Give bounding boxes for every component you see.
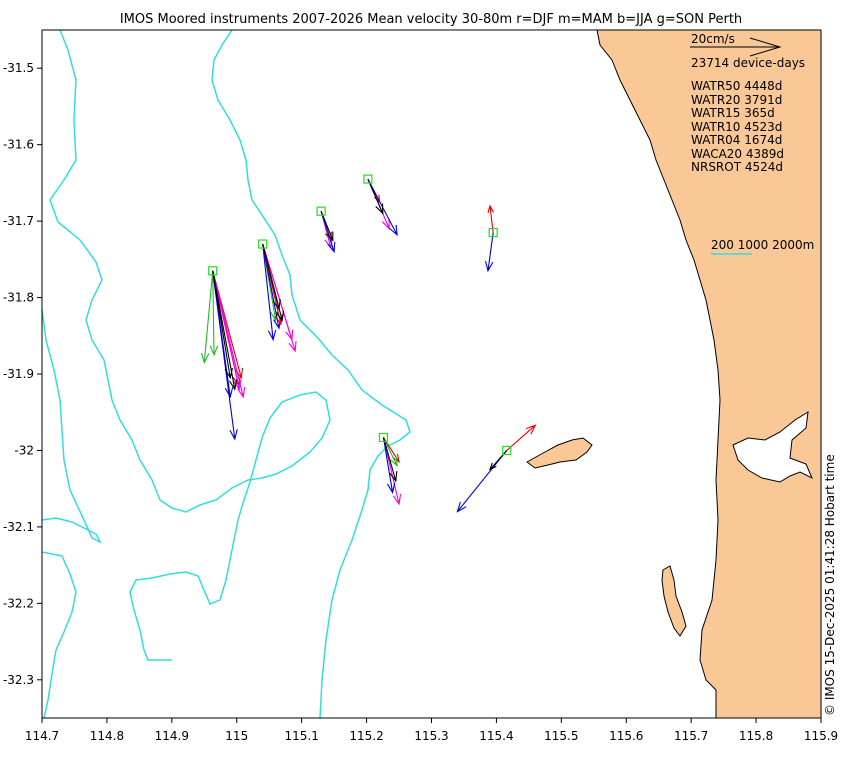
isobath-200m [211, 29, 411, 719]
y-tick-label: -31.9 [3, 367, 34, 381]
mooring-site-marker [363, 174, 373, 184]
credit-text: © IMOS 15-Dec-2025 01:41:28 Hobart time [823, 454, 837, 716]
velocity-arrow-jja [382, 437, 396, 494]
y-tick-label: -32.3 [3, 673, 34, 687]
swan-estuary [732, 411, 813, 483]
mooring-site-marker [258, 239, 268, 249]
x-tick-label: 115.5 [544, 729, 578, 743]
x-tick-label: 115.4 [479, 729, 513, 743]
velocity-arrow-annual [488, 450, 508, 471]
legend-entry: WATR20 3791d [691, 93, 782, 107]
rottnest-island [526, 437, 593, 469]
scale-arrow-head [749, 37, 782, 57]
legend-entry: WATR50 4448d [691, 79, 782, 93]
velocity-arrow-djf [506, 424, 537, 451]
y-tick-label: -31.8 [3, 291, 34, 305]
x-tick-label: 114.9 [155, 729, 189, 743]
mooring-site-marker [208, 266, 218, 276]
y-tick-label: -32.2 [3, 596, 34, 610]
x-tick-label: 115.7 [674, 729, 708, 743]
x-tick-label: 114.7 [25, 729, 59, 743]
x-tick-label: 115 [225, 729, 248, 743]
velocity-arrow-annual [262, 243, 281, 311]
velocity-arrow-jja [485, 232, 494, 273]
velocity-arrow-annual [212, 270, 238, 391]
velocity-arrows [200, 174, 537, 513]
mooring-site-marker [378, 432, 389, 443]
axes: 114.7 114.8 114.9 115 115.1 115.2 115.3 115.4 11… [3, 29, 838, 743]
legend-entry: WATR15 365d [691, 106, 775, 120]
land-layer [526, 29, 822, 719]
velocity-arrow-annual [320, 210, 334, 242]
x-tick-label: 115.3 [414, 729, 448, 743]
isobath-1000m [49, 29, 331, 661]
y-tick-label: -31.6 [3, 138, 34, 152]
legend-entry: WACA20 4389d [691, 147, 784, 161]
x-tick-label: 115.2 [349, 729, 383, 743]
y-tick-label: -32 [14, 443, 34, 457]
velocity-arrow-son [209, 270, 219, 357]
isobath-layer [41, 29, 752, 719]
y-tick-label: -32.1 [3, 520, 34, 534]
device-days-label: 23714 device-days [691, 56, 805, 70]
y-tick-label: -31.7 [3, 214, 34, 228]
velocity-arrow-annual [212, 270, 233, 380]
x-tick-label: 115.9 [804, 729, 838, 743]
velocity-arrow-jja [262, 243, 277, 342]
mainland-coast [596, 29, 822, 719]
y-tick-label: -31.5 [3, 61, 34, 75]
velocity-arrow-annual [382, 437, 398, 483]
legend-entry: WATR10 4523d [691, 120, 782, 134]
x-tick-label: 115.6 [609, 729, 643, 743]
velocity-arrow-mam [262, 243, 297, 353]
garden-island [661, 565, 687, 637]
velocity-arrow-son [200, 270, 214, 365]
chart-title: IMOS Moored instruments 2007-2026 Mean v… [120, 12, 742, 27]
legend-entry: NRSROT 4524d [691, 160, 783, 174]
isobath-2000m-south [41, 551, 77, 719]
x-tick-label: 114.8 [90, 729, 124, 743]
isobath-label: 200 1000 2000m [711, 238, 814, 252]
scale-legend: 20cm/s 23714 device-days WATR50 4448d WA… [690, 32, 814, 252]
velocity-arrow-son [382, 437, 398, 468]
velocity-arrow-jja [456, 450, 508, 513]
mooring-site-marker [316, 206, 326, 216]
isobath-2000m [41, 309, 102, 544]
scale-label: 20cm/s [691, 32, 735, 46]
legend-entry: WATR04 1674d [691, 133, 782, 147]
x-tick-label: 115.1 [284, 729, 318, 743]
mooring-site-marker [502, 445, 512, 456]
mooring-site-marker [488, 227, 498, 238]
velocity-arrow-annual [367, 178, 384, 215]
x-tick-label: 115.8 [739, 729, 773, 743]
